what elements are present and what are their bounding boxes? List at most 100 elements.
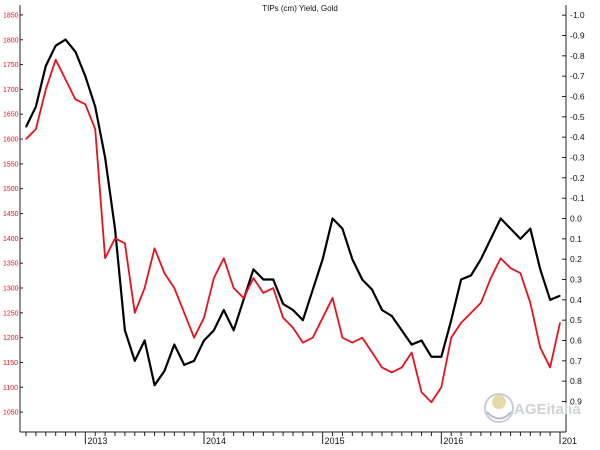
- tips-yield-point: [104, 156, 106, 159]
- left-tick-label: 1500: [3, 186, 19, 193]
- left-tick-label: 1700: [3, 87, 19, 94]
- left-tick-label: 1250: [3, 310, 19, 317]
- tips-yield-point: [144, 339, 146, 342]
- gold-point: [302, 342, 304, 344]
- gold-point: [500, 257, 502, 259]
- right-tick-label: 0.4: [570, 295, 582, 305]
- gold-point: [223, 257, 225, 259]
- left-tick-label: 1150: [3, 360, 18, 367]
- right-axis: -1.0 -0.9 -0.8 -0.7 -0.6 -0.5 -0.4 -0.3 -0.2 -0.1…: [562, 10, 585, 407]
- x-axis: 2013 2014 2015 2016 201: [25, 432, 577, 446]
- tips-yield-point: [84, 75, 86, 77]
- right-tick-label: -0.5: [570, 112, 585, 122]
- gold-point: [480, 302, 482, 304]
- gold-point: [371, 351, 373, 354]
- gold-point: [490, 277, 492, 279]
- x-tick-label: 2013: [87, 436, 107, 446]
- gold-point: [272, 287, 274, 289]
- tips-yield-point: [470, 274, 472, 277]
- right-tick-label: 0.9: [570, 397, 582, 407]
- right-tick-label: 0.2: [570, 254, 582, 264]
- series-layer: [25, 38, 561, 404]
- left-tick-label: 1650: [3, 112, 19, 119]
- x-tick-label: 2014: [206, 436, 226, 446]
- gold-point: [440, 386, 442, 388]
- x-tick-label: 2015: [325, 436, 345, 446]
- tips-yield-point: [153, 384, 156, 386]
- gold-point: [203, 317, 205, 319]
- right-tick-label: -0.4: [570, 132, 585, 142]
- tips-yield-point: [302, 319, 304, 321]
- gold-point: [351, 342, 353, 344]
- tips-yield-point: [411, 343, 413, 346]
- tips-yield-point: [480, 258, 482, 260]
- left-tick-label: 1200: [3, 335, 19, 342]
- gold-point: [114, 237, 116, 239]
- gold-point: [460, 322, 462, 324]
- gold-point: [519, 272, 522, 274]
- gold-point: [45, 88, 47, 91]
- tips-yield-point: [94, 106, 96, 108]
- tips-yield-point: [371, 289, 373, 291]
- tips-yield-point: [25, 126, 27, 128]
- gold-point: [401, 366, 403, 369]
- gold-point: [529, 302, 531, 304]
- tips-yield-point: [124, 329, 126, 331]
- tips-yield-point: [213, 329, 215, 331]
- tips-yield-point: [361, 278, 363, 281]
- right-tick-label: 0.7: [570, 356, 582, 366]
- gold-point: [262, 292, 264, 294]
- gold-point: [163, 272, 166, 274]
- tips-yield-point: [312, 289, 314, 291]
- gold-point: [55, 59, 57, 61]
- tips-yield-point: [509, 228, 512, 230]
- gold-point: [35, 128, 37, 130]
- tips-yield-point: [203, 339, 205, 342]
- gold-point: [322, 317, 324, 319]
- tips-yield-point: [450, 319, 452, 321]
- right-tick-label: 0.3: [570, 275, 582, 285]
- gold-point: [173, 287, 175, 289]
- tips-yield-point: [233, 329, 235, 331]
- tips-yield-point: [55, 45, 57, 47]
- right-tick-label: -0.3: [570, 153, 585, 163]
- gold-point: [420, 391, 423, 393]
- left-tick-label: 1050: [3, 410, 19, 417]
- gold-point: [509, 267, 512, 269]
- gold-line: [25, 58, 561, 404]
- gold-point: [411, 351, 413, 354]
- left-tick-label: 1550: [3, 161, 19, 168]
- tips-yield-point: [381, 309, 383, 311]
- tips-yield-point: [341, 228, 344, 230]
- tips-yield-line: [25, 38, 561, 387]
- tips-yield-point: [173, 343, 175, 346]
- tips-yield-point: [420, 339, 423, 342]
- x-tick-label: 2016: [443, 436, 463, 446]
- gold-point: [282, 317, 284, 319]
- left-tick-label: 1100: [3, 385, 18, 392]
- right-tick-label: 0.8: [570, 376, 582, 386]
- gold-point: [94, 128, 96, 130]
- gold-point: [233, 287, 235, 289]
- tips-yield-point: [559, 295, 561, 297]
- right-tick-label: 0.1: [570, 234, 582, 244]
- tips-yield-point: [539, 268, 541, 270]
- gold-point: [559, 322, 561, 324]
- tips-yield-point: [490, 238, 492, 240]
- gold-point: [341, 337, 344, 339]
- left-tick-label: 1350: [3, 261, 19, 268]
- right-tick-label: 0.6: [570, 336, 582, 346]
- gold-point: [312, 337, 314, 339]
- gold-point: [539, 346, 541, 349]
- gold-point: [183, 312, 185, 314]
- tips-yield-point: [430, 356, 433, 358]
- tips-yield-point: [223, 309, 225, 311]
- tips-yield-point: [440, 356, 442, 358]
- gold-point: [549, 366, 551, 369]
- tips-yield-point: [252, 268, 255, 270]
- gold-point: [430, 401, 433, 403]
- tips-yield-point: [242, 299, 245, 301]
- right-tick-label: -0.6: [570, 92, 585, 102]
- watermark-text: AGEitalia: [514, 401, 581, 418]
- tips-yield-point: [282, 303, 284, 305]
